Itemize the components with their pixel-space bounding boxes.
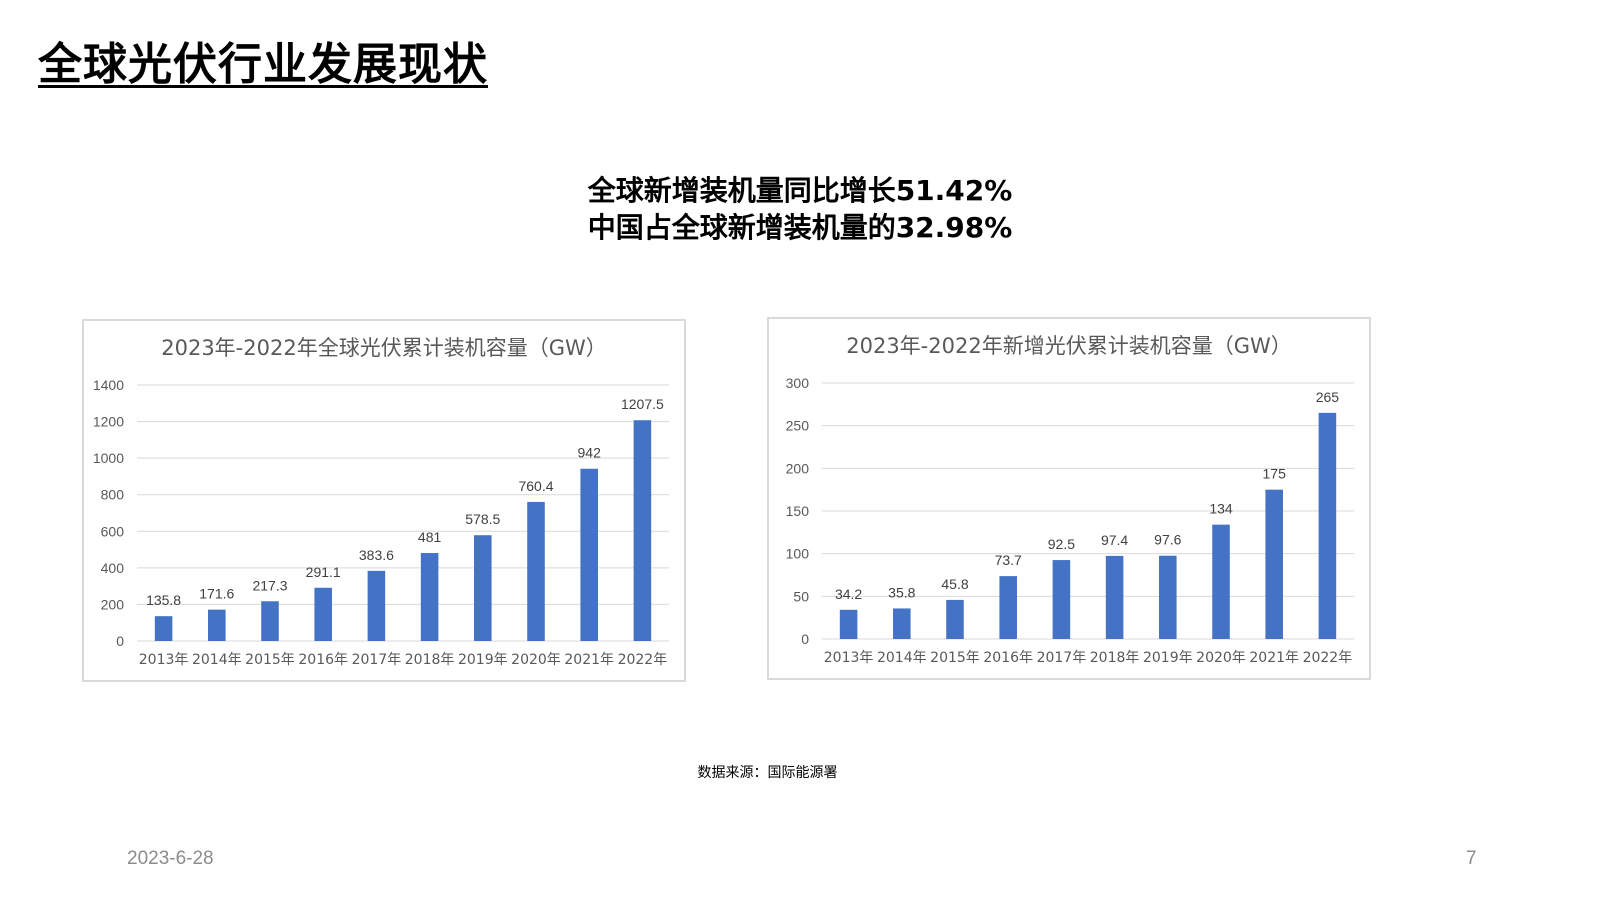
data-label: 175 [1263,466,1287,482]
y-tick-label: 150 [786,503,810,519]
bar [1052,560,1071,639]
bar [1159,555,1177,639]
data-label: 135.8 [146,592,181,608]
cumulative-capacity-chart: 2023年-2022年全球光伏累计装机容量（GW） 0 200 400 600 800 10… [82,319,686,682]
x-tick-label: 2014年 [192,652,242,668]
page-number: 7 [1466,848,1477,869]
bar [893,608,911,639]
data-label: 217.3 [252,577,287,593]
bar [420,553,439,641]
y-tick-label: 300 [786,375,810,391]
y-tick-label: 400 [101,560,125,576]
bar [1105,555,1124,639]
bar [633,420,652,641]
data-label: 73.7 [995,552,1022,568]
y-tick-label: 0 [801,631,809,647]
bar [839,609,858,639]
y-tick-label: 0 [116,633,124,649]
bar [261,601,279,641]
y-tick-label: 200 [101,596,125,612]
x-tick-label: 2021年 [564,652,614,668]
x-tick-label: 2014年 [877,650,927,666]
chart-title: 2023年-2022年全球光伏累计装机容量（GW） [161,336,607,360]
y-tick-label: 250 [786,418,810,434]
x-tick-label: 2017年 [352,652,402,668]
data-label: 45.8 [941,576,968,592]
bar [154,616,173,641]
data-label: 97.6 [1154,532,1181,548]
data-label: 34.2 [835,586,862,602]
bar [1265,489,1283,639]
bar [474,535,492,641]
bar [580,468,598,641]
data-label: 35.8 [888,584,915,600]
x-tick-label: 2019年 [458,652,508,668]
x-tick-label: 2019年 [1143,650,1193,666]
headline: 全球新增装机量同比增长51.42% 中国占全球新增装机量的32.98% [0,172,1600,246]
chart-svg: 2023年-2022年新增光伏累计装机容量（GW） 0 50 100 150 200 250… [786,334,1354,666]
data-label: 942 [578,445,602,461]
data-label: 92.5 [1048,536,1075,552]
chart-title: 2023年-2022年新增光伏累计装机容量（GW） [846,334,1292,358]
new-capacity-chart: 2023年-2022年新增光伏累计装机容量（GW） 0 50 100 150 200 250… [767,317,1371,680]
x-tick-label: 2022年 [1303,650,1353,666]
y-tick-label: 1000 [93,450,124,466]
data-label: 760.4 [518,478,553,494]
bar [208,609,226,641]
bar [1212,524,1230,639]
y-tick-label: 1200 [93,414,124,430]
data-label: 97.4 [1101,532,1128,548]
x-tick-label: 2013年 [139,652,189,668]
x-tick-label: 2018年 [1090,650,1140,666]
bar [999,576,1017,639]
bar [946,599,964,639]
footer-date: 2023-6-28 [127,848,214,869]
bar [1318,412,1337,639]
y-tick-label: 100 [786,546,810,562]
x-tick-label: 2016年 [298,652,348,668]
x-tick-label: 2018年 [405,652,455,668]
data-source: 数据来源：国际能源署 [697,765,838,781]
y-tick-label: 600 [101,523,125,539]
bar [367,570,386,641]
headline-china-share: 中国占全球新增装机量的32.98% [587,211,1013,244]
y-tick-label: 50 [793,588,809,604]
data-label: 265 [1316,389,1340,405]
y-tick-label: 1400 [93,377,124,393]
bar [527,501,545,641]
data-label: 171.6 [199,586,234,602]
bar [314,587,332,641]
data-label: 481 [418,529,442,545]
data-label: 291.1 [306,564,341,580]
x-tick-label: 2020年 [511,652,561,668]
x-tick-label: 2015年 [930,650,980,666]
y-tick-label: 800 [101,487,125,503]
data-label: 1207.5 [621,396,664,412]
chart-svg: 2023年-2022年全球光伏累计装机容量（GW） 0 200 400 600 800 10… [93,336,669,668]
headline-growth: 全球新增装机量同比增长51.42% [587,174,1013,207]
data-label: 383.6 [359,547,394,563]
data-label: 134 [1209,501,1233,517]
x-tick-label: 2017年 [1037,650,1087,666]
x-tick-label: 2021年 [1249,650,1299,666]
x-tick-label: 2013年 [824,650,874,666]
x-tick-label: 2020年 [1196,650,1246,666]
slide-title: 全球光伏行业发展现状 [38,39,488,90]
x-tick-label: 2022年 [618,652,668,668]
x-tick-label: 2016年 [983,650,1033,666]
x-tick-label: 2015年 [245,652,295,668]
data-label: 578.5 [465,511,500,527]
y-tick-label: 200 [786,460,810,476]
